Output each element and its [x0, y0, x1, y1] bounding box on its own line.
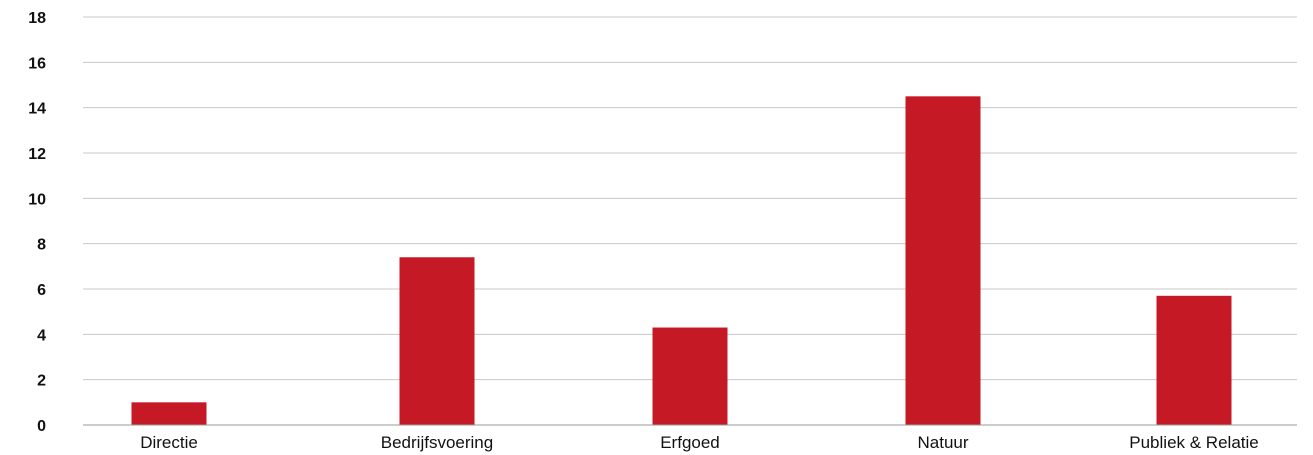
gridlines: [83, 16, 1297, 381]
bar: [131, 402, 207, 425]
x-axis-category-labels: Directie Bedrijfsvoering Erfgoed Natuur Publ…: [140, 433, 1259, 452]
x-category-label: Natuur: [917, 433, 968, 452]
y-tick-label: 14: [28, 101, 46, 118]
bar: [399, 257, 475, 425]
bar: [905, 96, 981, 425]
y-tick-label: 2: [37, 373, 46, 390]
y-axis-tick-labels: 0 2 4 6 8 10 12 14 16 18: [28, 10, 46, 435]
y-tick-label: 6: [37, 282, 46, 299]
y-tick-label: 16: [28, 55, 46, 72]
y-tick-label: 0: [37, 418, 46, 435]
x-category-label: Directie: [140, 433, 198, 452]
y-tick-label: 18: [28, 10, 46, 27]
y-tick-label: 10: [28, 191, 46, 208]
x-category-label: Publiek & Relatie: [1129, 433, 1258, 452]
bar: [1156, 295, 1232, 425]
x-category-label: Bedrijfsvoering: [381, 433, 493, 452]
y-tick-label: 8: [37, 237, 46, 254]
y-tick-label: 12: [28, 146, 46, 163]
bars: [131, 96, 1232, 425]
bar: [652, 327, 728, 425]
x-category-label: Erfgoed: [660, 433, 720, 452]
y-tick-label: 4: [37, 327, 46, 344]
